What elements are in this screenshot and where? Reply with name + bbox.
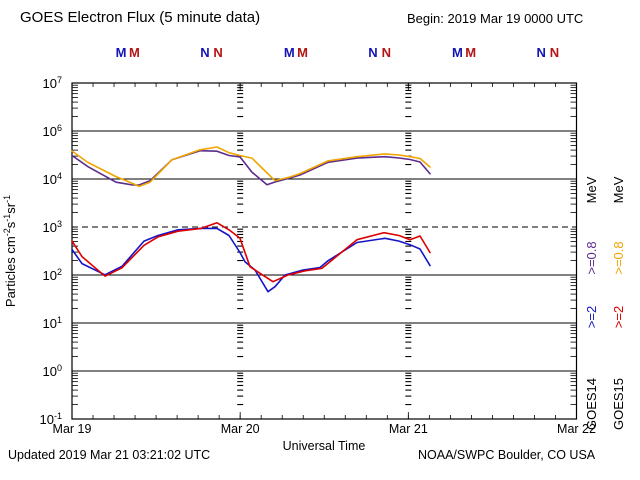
svg-text:M: M: [116, 45, 127, 60]
svg-text:>=2: >=2: [611, 306, 626, 328]
svg-text:101: 101: [43, 315, 62, 331]
svg-text:Mar 20: Mar 20: [221, 422, 260, 436]
svg-text:107: 107: [43, 75, 62, 91]
svg-text:M: M: [297, 45, 308, 60]
svg-text:Mar 21: Mar 21: [389, 422, 428, 436]
svg-text:M: M: [452, 45, 463, 60]
svg-text:MeV: MeV: [611, 176, 626, 203]
svg-text:M: M: [129, 45, 140, 60]
svg-text:>=0.8: >=0.8: [584, 241, 599, 274]
svg-text:GOES14: GOES14: [584, 378, 599, 430]
svg-text:M: M: [284, 45, 295, 60]
svg-text:M: M: [465, 45, 476, 60]
svg-text:102: 102: [43, 267, 62, 283]
svg-text:Mar 19: Mar 19: [53, 422, 92, 436]
svg-text:Universal Time: Universal Time: [283, 439, 366, 453]
svg-text:N: N: [200, 45, 209, 60]
svg-text:N: N: [368, 45, 377, 60]
svg-text:N: N: [213, 45, 222, 60]
svg-text:>=2: >=2: [584, 306, 599, 328]
svg-text:>=0.8: >=0.8: [611, 241, 626, 274]
svg-text:104: 104: [43, 171, 62, 187]
svg-text:N: N: [382, 45, 391, 60]
svg-text:N: N: [537, 45, 546, 60]
svg-text:N: N: [550, 45, 559, 60]
svg-text:Particles cm-2s-1sr-1: Particles cm-2s-1sr-1: [2, 195, 18, 307]
svg-text:GOES15: GOES15: [611, 378, 626, 430]
svg-text:MeV: MeV: [584, 176, 599, 203]
svg-text:100: 100: [43, 363, 62, 379]
svg-text:106: 106: [43, 123, 62, 139]
svg-text:103: 103: [43, 219, 62, 235]
